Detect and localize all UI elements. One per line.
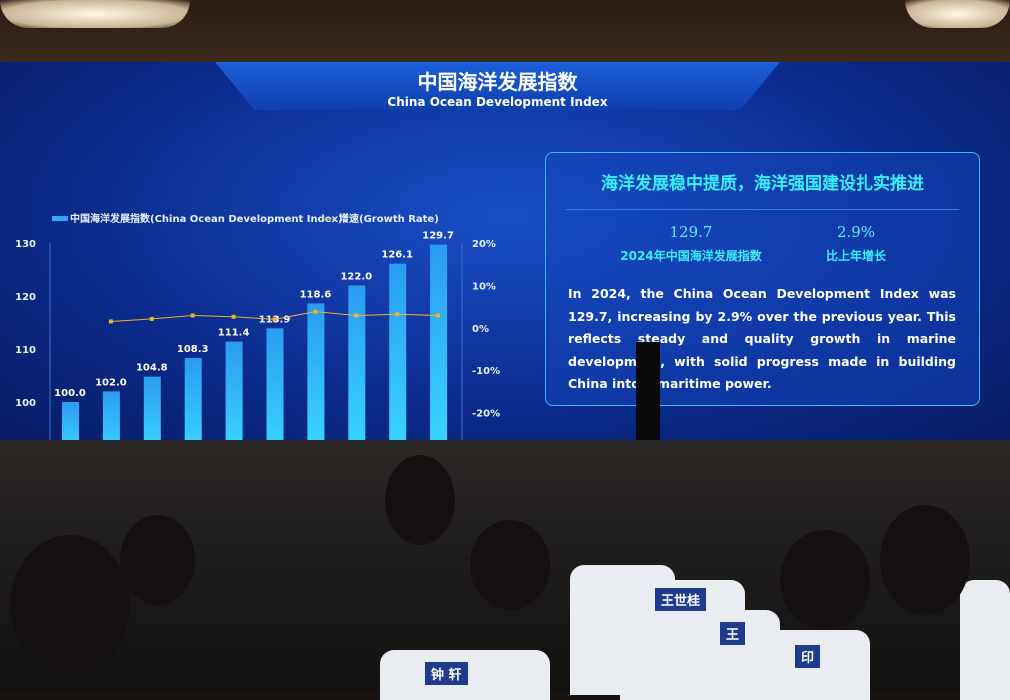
growth-point	[272, 317, 277, 322]
bar-value-label: 102.0	[95, 377, 127, 388]
growth-point	[190, 313, 195, 318]
growth-point	[395, 312, 400, 317]
bar	[143, 376, 161, 442]
bar-value-label: 126.1	[381, 250, 413, 261]
person-head	[780, 530, 870, 630]
bar	[184, 358, 202, 442]
growth-point	[354, 313, 359, 318]
ceiling	[0, 0, 1010, 62]
stat-growth: 2.9% 比上年增长	[766, 223, 946, 264]
legend-bar-label: 中国海洋发展指数(China Ocean Development Index)	[70, 212, 343, 225]
y-tick-label: 130	[15, 239, 36, 250]
stat-value: 129.7	[669, 223, 713, 241]
chart: 90100110120130-30%-20%-10%0%10%20%100.02…	[15, 212, 500, 442]
y2-tick-label: -20%	[472, 409, 500, 420]
chandelier	[0, 0, 190, 28]
bar-value-label: 104.8	[136, 363, 168, 374]
bar	[348, 285, 366, 442]
y-tick-label: 110	[15, 345, 36, 356]
name-tag: 钟 轩	[425, 662, 468, 685]
bar-value-label: 111.4	[218, 328, 250, 339]
legend-line-label: 增速(Growth Rate)	[339, 212, 439, 225]
person-head	[385, 455, 455, 545]
y2-tick-label: -10%	[472, 366, 500, 377]
panel-headline: 海洋发展稳中提质，海洋强国建设扎实推进	[601, 174, 924, 194]
growth-point	[313, 309, 318, 314]
name-tag: 王	[720, 622, 746, 645]
y2-tick-label: 0%	[472, 324, 489, 335]
name-tag: 印	[795, 645, 821, 668]
growth-point	[149, 316, 154, 321]
audience: 王世桂 王 印 钟 轩	[0, 440, 1010, 700]
person-head	[880, 505, 970, 615]
growth-point	[108, 319, 113, 324]
panel-description: In 2024, the China Ocean Development Ind…	[568, 286, 956, 391]
bar	[102, 391, 120, 442]
person-head	[470, 520, 550, 610]
title-english: China Ocean Development Index	[387, 95, 608, 109]
bar	[266, 328, 284, 442]
camera-tripod	[636, 342, 660, 447]
bar-value-label: 122.0	[340, 271, 372, 282]
y-tick-label: 100	[15, 398, 36, 409]
summary-panel: 海洋发展稳中提质，海洋强国建设扎实推进 129.7 2024年中国海洋发展指数 …	[545, 152, 980, 406]
presentation-screen: 中国海洋发展指数 China Ocean Development Index 9…	[0, 62, 1010, 447]
stat-label: 2024年中国海洋发展指数	[620, 249, 762, 263]
chandelier	[905, 0, 1010, 28]
bar-value-label: 129.7	[422, 231, 454, 242]
stat-label: 比上年增长	[825, 249, 886, 263]
bar-value-label: 108.3	[177, 344, 209, 355]
bar-value-label: 118.6	[300, 289, 332, 300]
bar-value-label: 100.0	[54, 388, 86, 399]
name-tag: 王世桂	[655, 588, 707, 611]
stat-index: 129.7 2024年中国海洋发展指数	[601, 223, 781, 264]
y2-tick-label: 20%	[472, 239, 496, 250]
growth-point	[231, 314, 236, 319]
person-head	[120, 515, 195, 605]
person-head	[10, 535, 130, 675]
y-tick-label: 120	[15, 292, 36, 303]
legend-bar-swatch	[52, 216, 68, 221]
bar	[430, 244, 448, 442]
y2-tick-label: 10%	[472, 281, 496, 292]
bar	[225, 341, 243, 442]
title-chinese: 中国海洋发展指数	[417, 70, 578, 94]
growth-point	[436, 313, 441, 318]
bar	[389, 263, 407, 442]
chair	[960, 580, 1010, 700]
bar	[62, 402, 79, 442]
title-banner: 中国海洋发展指数 China Ocean Development Index	[215, 62, 780, 110]
bar	[307, 303, 325, 442]
stat-value: 2.9%	[836, 223, 876, 241]
